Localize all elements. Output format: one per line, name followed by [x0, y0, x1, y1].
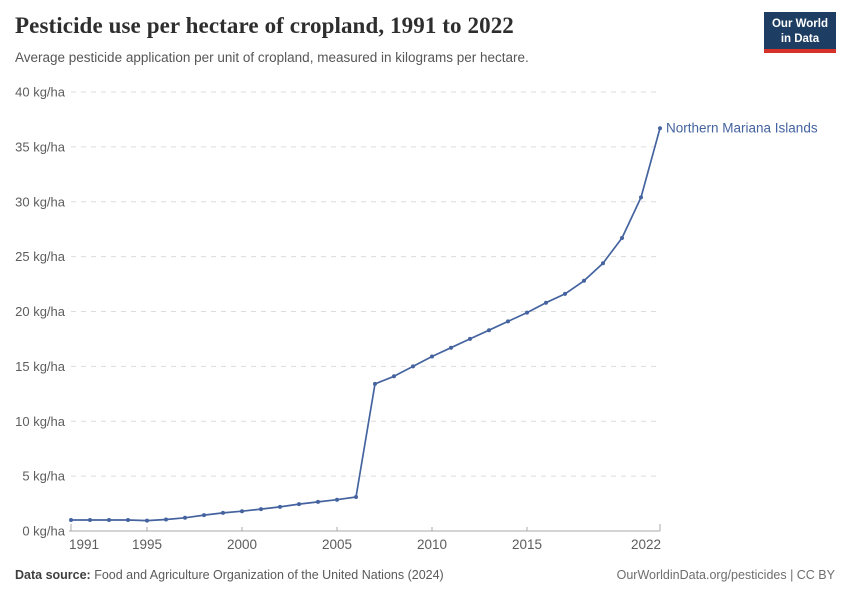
data-point[interactable]: [107, 518, 111, 522]
data-point[interactable]: [582, 278, 586, 283]
data-point[interactable]: [278, 504, 282, 509]
data-point[interactable]: [525, 310, 529, 315]
data-point[interactable]: [620, 236, 624, 240]
data-source-label: Data source:: [15, 568, 91, 582]
owid-logo: Our World in Data: [763, 12, 836, 54]
data-point[interactable]: [259, 507, 263, 512]
owid-logo-line2: in Data: [780, 32, 820, 45]
data-point[interactable]: [411, 364, 415, 369]
y-axis-label: 25 kg/ha: [15, 249, 66, 264]
y-axis-label: 40 kg/ha: [15, 85, 66, 100]
x-axis-label: 2022: [631, 537, 661, 552]
x-axis-label: 1995: [132, 537, 162, 552]
data-point[interactable]: [449, 345, 453, 350]
data-point[interactable]: [164, 517, 168, 522]
series-label[interactable]: Northern Mariana Islands: [666, 121, 818, 136]
data-point[interactable]: [126, 518, 130, 522]
credit-link[interactable]: OurWorldinData.org/pesticides | CC BY: [616, 568, 835, 582]
data-point[interactable]: [468, 336, 472, 341]
page-title: Pesticide use per hectare of cropland, 1…: [15, 13, 514, 38]
data-point[interactable]: [145, 518, 149, 523]
data-point[interactable]: [601, 261, 605, 266]
data-point[interactable]: [240, 509, 244, 514]
y-axis-label: 0 kg/ha: [22, 524, 65, 539]
data-point[interactable]: [544, 300, 548, 305]
x-axis-label: 2000: [227, 537, 257, 552]
line-chart: 0 kg/ha 5 kg/ha 10 kg/ha 15 kg/ha 20 kg/ha 25…: [15, 85, 818, 553]
data-point[interactable]: [297, 502, 301, 507]
chart-subtitle: Average pesticide application per unit o…: [15, 50, 529, 65]
data-point[interactable]: [335, 497, 339, 502]
owid-logo-line1: Our World: [771, 18, 828, 30]
y-axis-label: 35 kg/ha: [15, 139, 66, 154]
data-point[interactable]: [658, 126, 662, 131]
data-source-text: Food and Agriculture Organization of the…: [90, 568, 444, 582]
data-point[interactable]: [487, 328, 491, 333]
data-point[interactable]: [392, 374, 396, 379]
data-point[interactable]: [354, 495, 358, 499]
data-point[interactable]: [506, 319, 510, 324]
y-axis-label: 10 kg/ha: [15, 414, 66, 429]
data-point[interactable]: [221, 510, 225, 515]
data-point[interactable]: [639, 195, 643, 200]
data-point[interactable]: [316, 499, 320, 504]
y-axis-label: 30 kg/ha: [15, 194, 66, 209]
x-axis-label: 2015: [512, 537, 542, 552]
data-point[interactable]: [373, 381, 377, 386]
y-axis-label: 5 kg/ha: [22, 469, 65, 484]
x-axis-label: 1991: [69, 537, 99, 552]
y-axis-label: 15 kg/ha: [15, 359, 66, 374]
data-point[interactable]: [183, 515, 187, 520]
series-line[interactable]: [70, 127, 661, 522]
chart-footer: Data source: Food and Agriculture Organi…: [15, 568, 835, 582]
data-point[interactable]: [88, 518, 92, 522]
data-point[interactable]: [202, 513, 206, 518]
x-axis-label: 2005: [322, 537, 352, 552]
data-point[interactable]: [430, 354, 434, 359]
data-point[interactable]: [69, 518, 73, 522]
data-source: Data source: Food and Agriculture Organi…: [15, 568, 444, 582]
y-axis-label: 20 kg/ha: [15, 304, 66, 319]
x-axis-label: 2010: [417, 537, 447, 552]
data-point[interactable]: [563, 291, 567, 296]
